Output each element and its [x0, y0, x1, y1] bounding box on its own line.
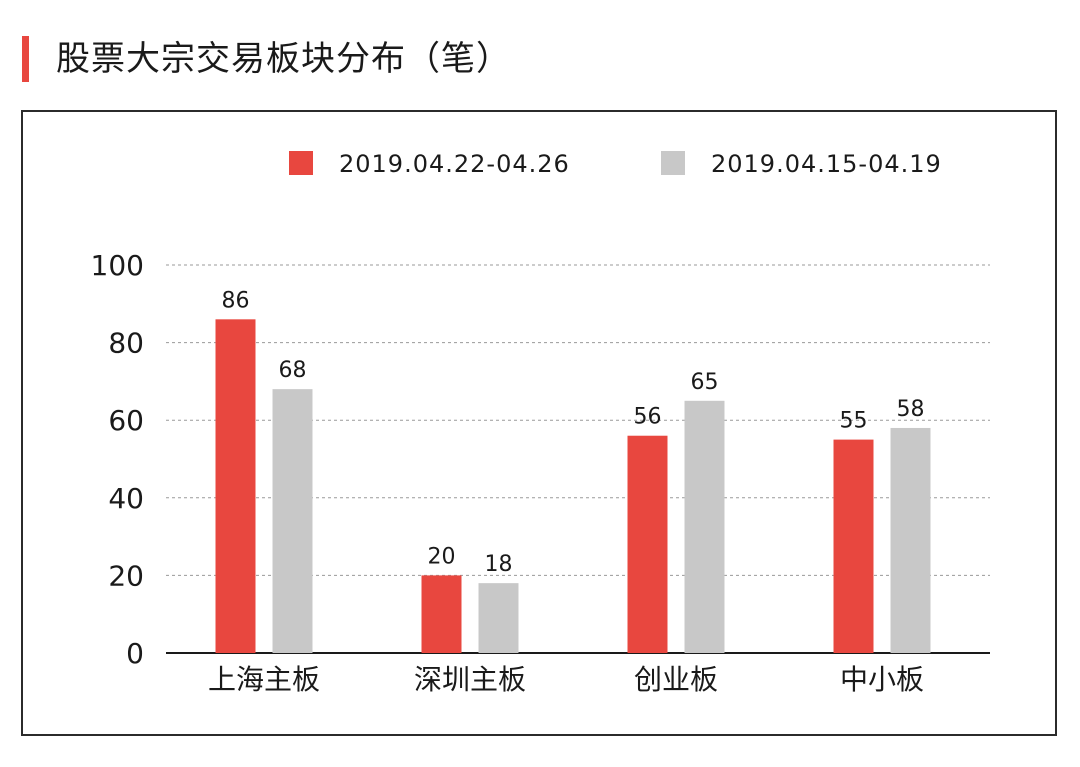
x-tick-label: 深圳主板: [414, 663, 526, 696]
bar-previous: [478, 583, 519, 653]
y-tick-label: 40: [108, 482, 144, 515]
legend-swatch: [289, 151, 313, 175]
x-tick-label: 创业板: [634, 663, 718, 696]
page-title: 股票大宗交易板块分布（笔）: [56, 39, 511, 79]
data-label: 58: [897, 397, 925, 422]
data-label: 20: [428, 544, 456, 569]
x-axis-ticks: 上海主板 深圳主板 创业板 中小板: [208, 663, 924, 696]
y-tick-label: 20: [108, 559, 144, 592]
y-tick-label: 80: [108, 327, 144, 360]
y-axis-ticks: 0 20 40 60 80 100: [91, 249, 144, 670]
bar-current: [627, 435, 668, 653]
data-label: 18: [485, 552, 513, 577]
bar-previous: [684, 400, 725, 653]
data-label: 65: [691, 370, 719, 395]
legend-label: 2019.04.15-04.19: [711, 150, 942, 178]
data-label: 86: [222, 288, 250, 313]
y-tick-label: 60: [108, 404, 144, 437]
legend: 2019.04.22-04.26 2019.04.15-04.19: [289, 150, 942, 178]
bar-current: [833, 439, 874, 653]
legend-label: 2019.04.22-04.26: [339, 150, 570, 178]
bar-current: [215, 319, 256, 653]
title-accent-bar: [22, 36, 29, 82]
y-tick-label: 0: [126, 637, 144, 670]
data-label: 56: [634, 405, 662, 430]
data-label: 55: [840, 409, 868, 434]
data-labels: 86 68 20 18 56 65 55 58: [222, 288, 925, 577]
x-tick-label: 中小板: [840, 663, 924, 696]
bar-current: [421, 575, 462, 653]
chart-frame: [21, 110, 1057, 736]
bars: [215, 319, 931, 653]
y-tick-label: 100: [91, 249, 144, 282]
bar-previous: [890, 427, 931, 653]
legend-swatch: [661, 151, 685, 175]
x-tick-label: 上海主板: [208, 663, 320, 696]
bar-previous: [272, 389, 313, 653]
data-label: 68: [279, 358, 307, 383]
